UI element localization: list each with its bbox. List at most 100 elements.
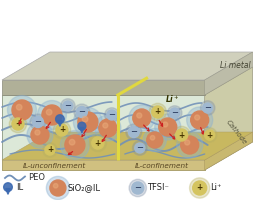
Circle shape [205, 130, 215, 140]
Circle shape [27, 122, 53, 148]
Circle shape [143, 128, 166, 152]
Text: Li$^+$: Li$^+$ [166, 93, 180, 105]
Circle shape [30, 114, 46, 130]
Text: +: + [179, 130, 185, 140]
Circle shape [8, 96, 37, 124]
Polygon shape [2, 160, 205, 170]
Circle shape [168, 106, 182, 120]
Text: −: − [78, 108, 85, 116]
Text: IL-unconfinement: IL-unconfinement [23, 163, 87, 169]
Circle shape [128, 127, 139, 138]
Circle shape [63, 101, 73, 111]
Circle shape [193, 181, 207, 195]
Text: TFSI⁻: TFSI⁻ [147, 184, 169, 192]
Polygon shape [2, 80, 205, 95]
Circle shape [73, 108, 102, 136]
Text: −: − [130, 128, 137, 136]
Circle shape [89, 134, 106, 152]
Circle shape [200, 101, 215, 115]
Circle shape [133, 141, 147, 155]
Circle shape [31, 126, 49, 144]
Circle shape [133, 109, 151, 127]
Circle shape [56, 124, 68, 136]
Circle shape [185, 140, 190, 145]
Circle shape [53, 121, 71, 139]
Circle shape [177, 132, 203, 158]
Circle shape [95, 115, 121, 141]
Circle shape [82, 116, 88, 122]
Circle shape [150, 136, 155, 140]
Circle shape [163, 122, 168, 127]
Circle shape [46, 109, 52, 115]
Text: Li metal: Li metal [220, 60, 250, 70]
Circle shape [78, 112, 98, 132]
Circle shape [65, 135, 85, 155]
Polygon shape [2, 95, 205, 170]
Circle shape [35, 130, 40, 135]
Circle shape [126, 124, 142, 140]
Polygon shape [6, 189, 10, 194]
Polygon shape [2, 132, 253, 160]
Text: −: − [134, 184, 141, 192]
Circle shape [69, 139, 75, 145]
Circle shape [60, 130, 89, 160]
Text: +: + [15, 119, 21, 129]
Text: IL-confinement: IL-confinement [135, 163, 189, 169]
Circle shape [129, 179, 147, 197]
Circle shape [46, 176, 69, 200]
Text: +: + [155, 108, 161, 116]
Circle shape [16, 104, 22, 110]
Text: +: + [59, 126, 65, 134]
Polygon shape [205, 52, 253, 95]
Circle shape [74, 104, 90, 120]
Text: +: + [95, 138, 101, 148]
Text: +: + [206, 130, 213, 140]
Circle shape [203, 128, 217, 142]
Circle shape [105, 108, 119, 122]
Text: −: − [204, 104, 211, 112]
Text: PEO: PEO [28, 173, 45, 182]
Circle shape [45, 145, 55, 155]
Circle shape [173, 126, 190, 144]
Circle shape [12, 118, 24, 130]
Circle shape [159, 118, 177, 136]
Circle shape [56, 115, 64, 123]
Circle shape [99, 119, 117, 137]
Circle shape [61, 99, 75, 113]
Polygon shape [2, 52, 253, 80]
Polygon shape [205, 132, 253, 170]
Circle shape [38, 100, 66, 130]
Circle shape [147, 132, 163, 148]
Circle shape [4, 183, 12, 191]
Text: Cathode: Cathode [225, 119, 248, 145]
Circle shape [32, 116, 44, 128]
Polygon shape [58, 121, 62, 126]
Circle shape [92, 137, 104, 149]
Circle shape [170, 108, 180, 118]
Circle shape [76, 106, 87, 117]
Circle shape [78, 122, 86, 130]
Circle shape [135, 143, 145, 153]
Text: −: − [34, 117, 41, 127]
Circle shape [132, 182, 144, 194]
Text: −: − [136, 144, 143, 152]
Circle shape [53, 184, 58, 188]
Circle shape [103, 123, 108, 128]
Circle shape [9, 115, 27, 133]
Polygon shape [80, 128, 84, 133]
Circle shape [107, 110, 117, 120]
Circle shape [129, 105, 155, 131]
Circle shape [191, 111, 209, 129]
Circle shape [195, 115, 200, 120]
Text: IL: IL [16, 184, 23, 192]
Circle shape [43, 143, 57, 157]
Circle shape [42, 105, 62, 125]
Circle shape [137, 113, 142, 118]
Circle shape [187, 107, 213, 133]
Polygon shape [205, 67, 253, 170]
Circle shape [190, 178, 210, 198]
Text: −: − [108, 110, 115, 119]
Text: +: + [47, 146, 53, 154]
Text: −: − [171, 108, 178, 117]
Circle shape [149, 103, 167, 121]
